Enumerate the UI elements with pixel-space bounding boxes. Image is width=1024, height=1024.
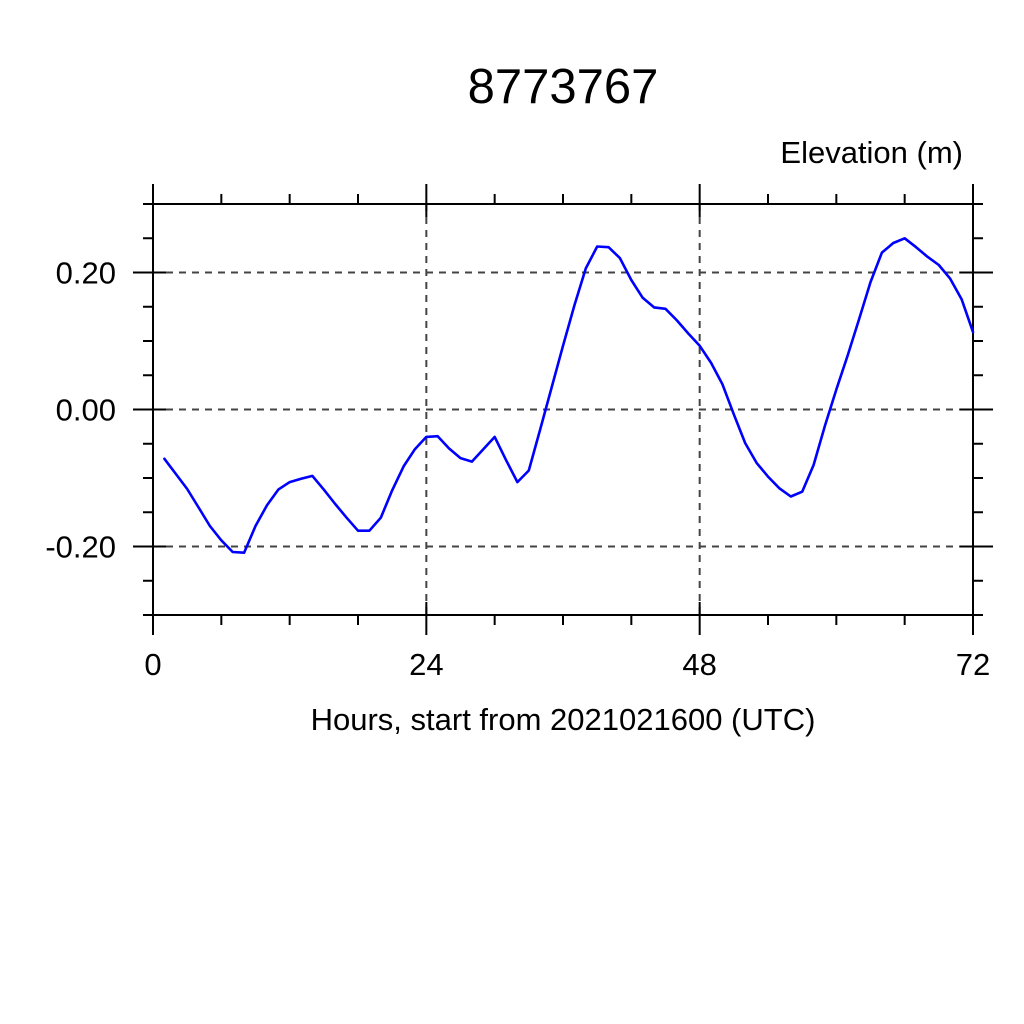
chart-title: 8773767 <box>467 60 659 114</box>
x-tick-label: 24 <box>409 647 444 682</box>
y-tick-label: 0.00 <box>55 392 116 427</box>
x-tick-label: 0 <box>144 647 162 682</box>
y-axis-title: Elevation (m) <box>780 135 963 170</box>
x-axis-title: Hours, start from 2021021600 (UTC) <box>310 702 816 737</box>
y-tick-label: 0.20 <box>55 255 116 290</box>
grid-lines <box>153 204 973 615</box>
data-series <box>163 237 975 555</box>
y-tick-label: -0.20 <box>45 529 116 564</box>
axis-ticks <box>133 184 993 635</box>
x-tick-label: 48 <box>682 647 717 682</box>
x-tick-label: 72 <box>955 647 991 682</box>
elevation-line <box>163 237 975 555</box>
